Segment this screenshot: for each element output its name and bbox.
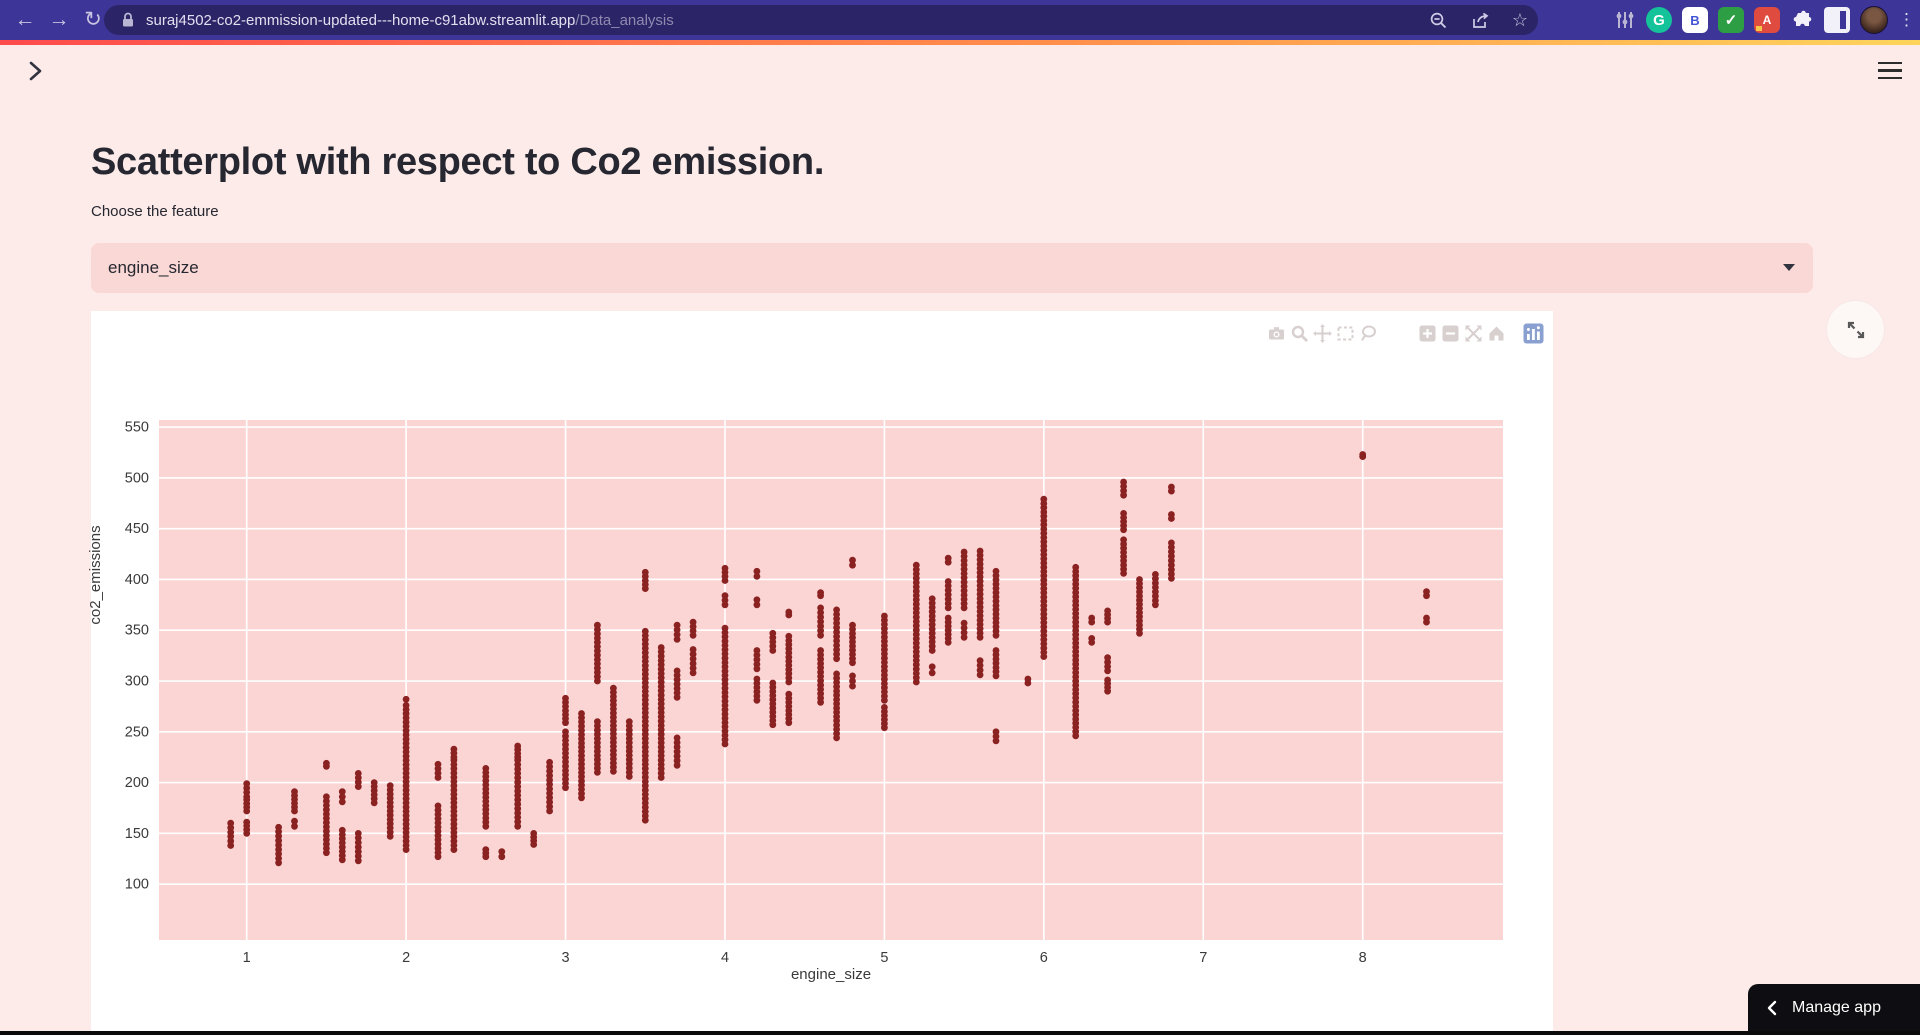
puzzle-extensions-icon[interactable] — [1790, 8, 1814, 32]
scatter-plot-area[interactable]: 100 150 200 250 300 350 400 450 500 550 1 2 3 4 5 6 7 8 — [125, 420, 1503, 966]
b-extension-icon[interactable]: B — [1682, 7, 1708, 33]
bookmark-star-icon[interactable]: ☆ — [1511, 9, 1528, 30]
y-axis-title: co2_emissions — [87, 525, 104, 625]
svg-text:4: 4 — [721, 950, 729, 966]
profile-avatar[interactable] — [1860, 6, 1888, 34]
svg-text:150: 150 — [125, 826, 149, 842]
svg-text:3: 3 — [562, 950, 570, 966]
dictionary-extension-icon[interactable]: A — [1754, 7, 1780, 33]
chart-card: 100 150 200 250 300 350 400 450 500 550 1 2 3 4 5 6 7 8 c… — [87, 311, 1553, 1035]
lasso-select-icon[interactable] — [1357, 322, 1380, 345]
open-sidebar-chevron-icon[interactable] — [22, 58, 48, 84]
box-select-icon[interactable] — [1334, 322, 1357, 345]
browser-toolbar: ← → ↻ suraj4502-co2-emmission-updated---… — [0, 0, 1920, 40]
manage-app-button[interactable]: Manage app — [1748, 984, 1920, 1031]
svg-text:6: 6 — [1040, 950, 1048, 966]
sidebar-extension-icon[interactable] — [1824, 7, 1850, 33]
plotly-modebar — [1265, 322, 1545, 345]
svg-text:5: 5 — [880, 950, 888, 966]
svg-text:350: 350 — [125, 623, 149, 639]
svg-text:400: 400 — [125, 572, 149, 588]
url-path: /Data_analysis — [575, 11, 674, 29]
svg-text:450: 450 — [125, 521, 149, 537]
selectbox-value: engine_size — [108, 258, 199, 277]
svg-text:250: 250 — [125, 724, 149, 740]
page-title: Scatterplot with respect to Co2 emission… — [91, 141, 825, 183]
feature-selectbox[interactable]: engine_size — [91, 243, 1813, 293]
scatter-svg[interactable]: 100 150 200 250 300 350 400 450 500 550 1 2 3 4 5 6 7 8 — [125, 420, 1503, 966]
back-icon[interactable]: ← — [14, 8, 36, 31]
lock-icon — [123, 12, 133, 27]
forward-icon[interactable]: → — [48, 8, 70, 31]
autoscale-icon[interactable] — [1462, 322, 1485, 345]
svg-text:300: 300 — [125, 674, 149, 690]
chrome-menu-icon[interactable]: ⋮ — [1898, 10, 1915, 29]
extensions-row: G B ✓ A ⋮ — [1614, 0, 1915, 40]
zoom-mode-icon[interactable] — [1288, 322, 1311, 345]
svg-text:550: 550 — [125, 420, 149, 436]
camera-download-icon[interactable] — [1265, 322, 1288, 345]
reload-icon[interactable]: ↻ — [84, 8, 102, 31]
svg-text:7: 7 — [1199, 950, 1207, 966]
chevron-down-icon — [1783, 264, 1795, 271]
url-text: suraj4502-co2-emmission-updated---home-c… — [146, 11, 674, 29]
url-bar[interactable]: suraj4502-co2-emmission-updated---home-c… — [104, 5, 1538, 35]
check-extension-icon[interactable]: ✓ — [1718, 7, 1744, 33]
window-bottom-edge — [0, 1031, 1920, 1035]
select-label: Choose the feature — [91, 203, 219, 220]
svg-text:1: 1 — [243, 950, 251, 966]
app-menu-hamburger-icon[interactable] — [1878, 62, 1902, 82]
zoom-out-icon[interactable] — [1439, 322, 1462, 345]
share-icon[interactable] — [1470, 11, 1490, 30]
fullscreen-button[interactable] — [1827, 301, 1884, 358]
grammarly-extension-icon[interactable]: G — [1646, 7, 1672, 33]
expand-arrows-icon — [1847, 321, 1864, 338]
zoom-in-icon[interactable] — [1416, 322, 1439, 345]
svg-text:500: 500 — [125, 470, 149, 486]
chevron-left-icon — [1767, 1000, 1777, 1015]
svg-text:8: 8 — [1359, 950, 1367, 966]
manage-app-label: Manage app — [1792, 998, 1881, 1016]
svg-text:200: 200 — [125, 775, 149, 791]
pan-mode-icon[interactable] — [1311, 322, 1334, 345]
streamlit-decoration-bar — [0, 40, 1920, 45]
svg-text:2: 2 — [402, 950, 410, 966]
reset-axes-home-icon[interactable] — [1485, 322, 1508, 345]
sliders-icon[interactable] — [1614, 9, 1636, 31]
svg-text:100: 100 — [125, 877, 149, 893]
zoom-out-page-icon[interactable] — [1429, 11, 1448, 30]
plotly-logo-icon[interactable] — [1522, 322, 1545, 345]
x-axis-title: engine_size — [790, 966, 872, 983]
